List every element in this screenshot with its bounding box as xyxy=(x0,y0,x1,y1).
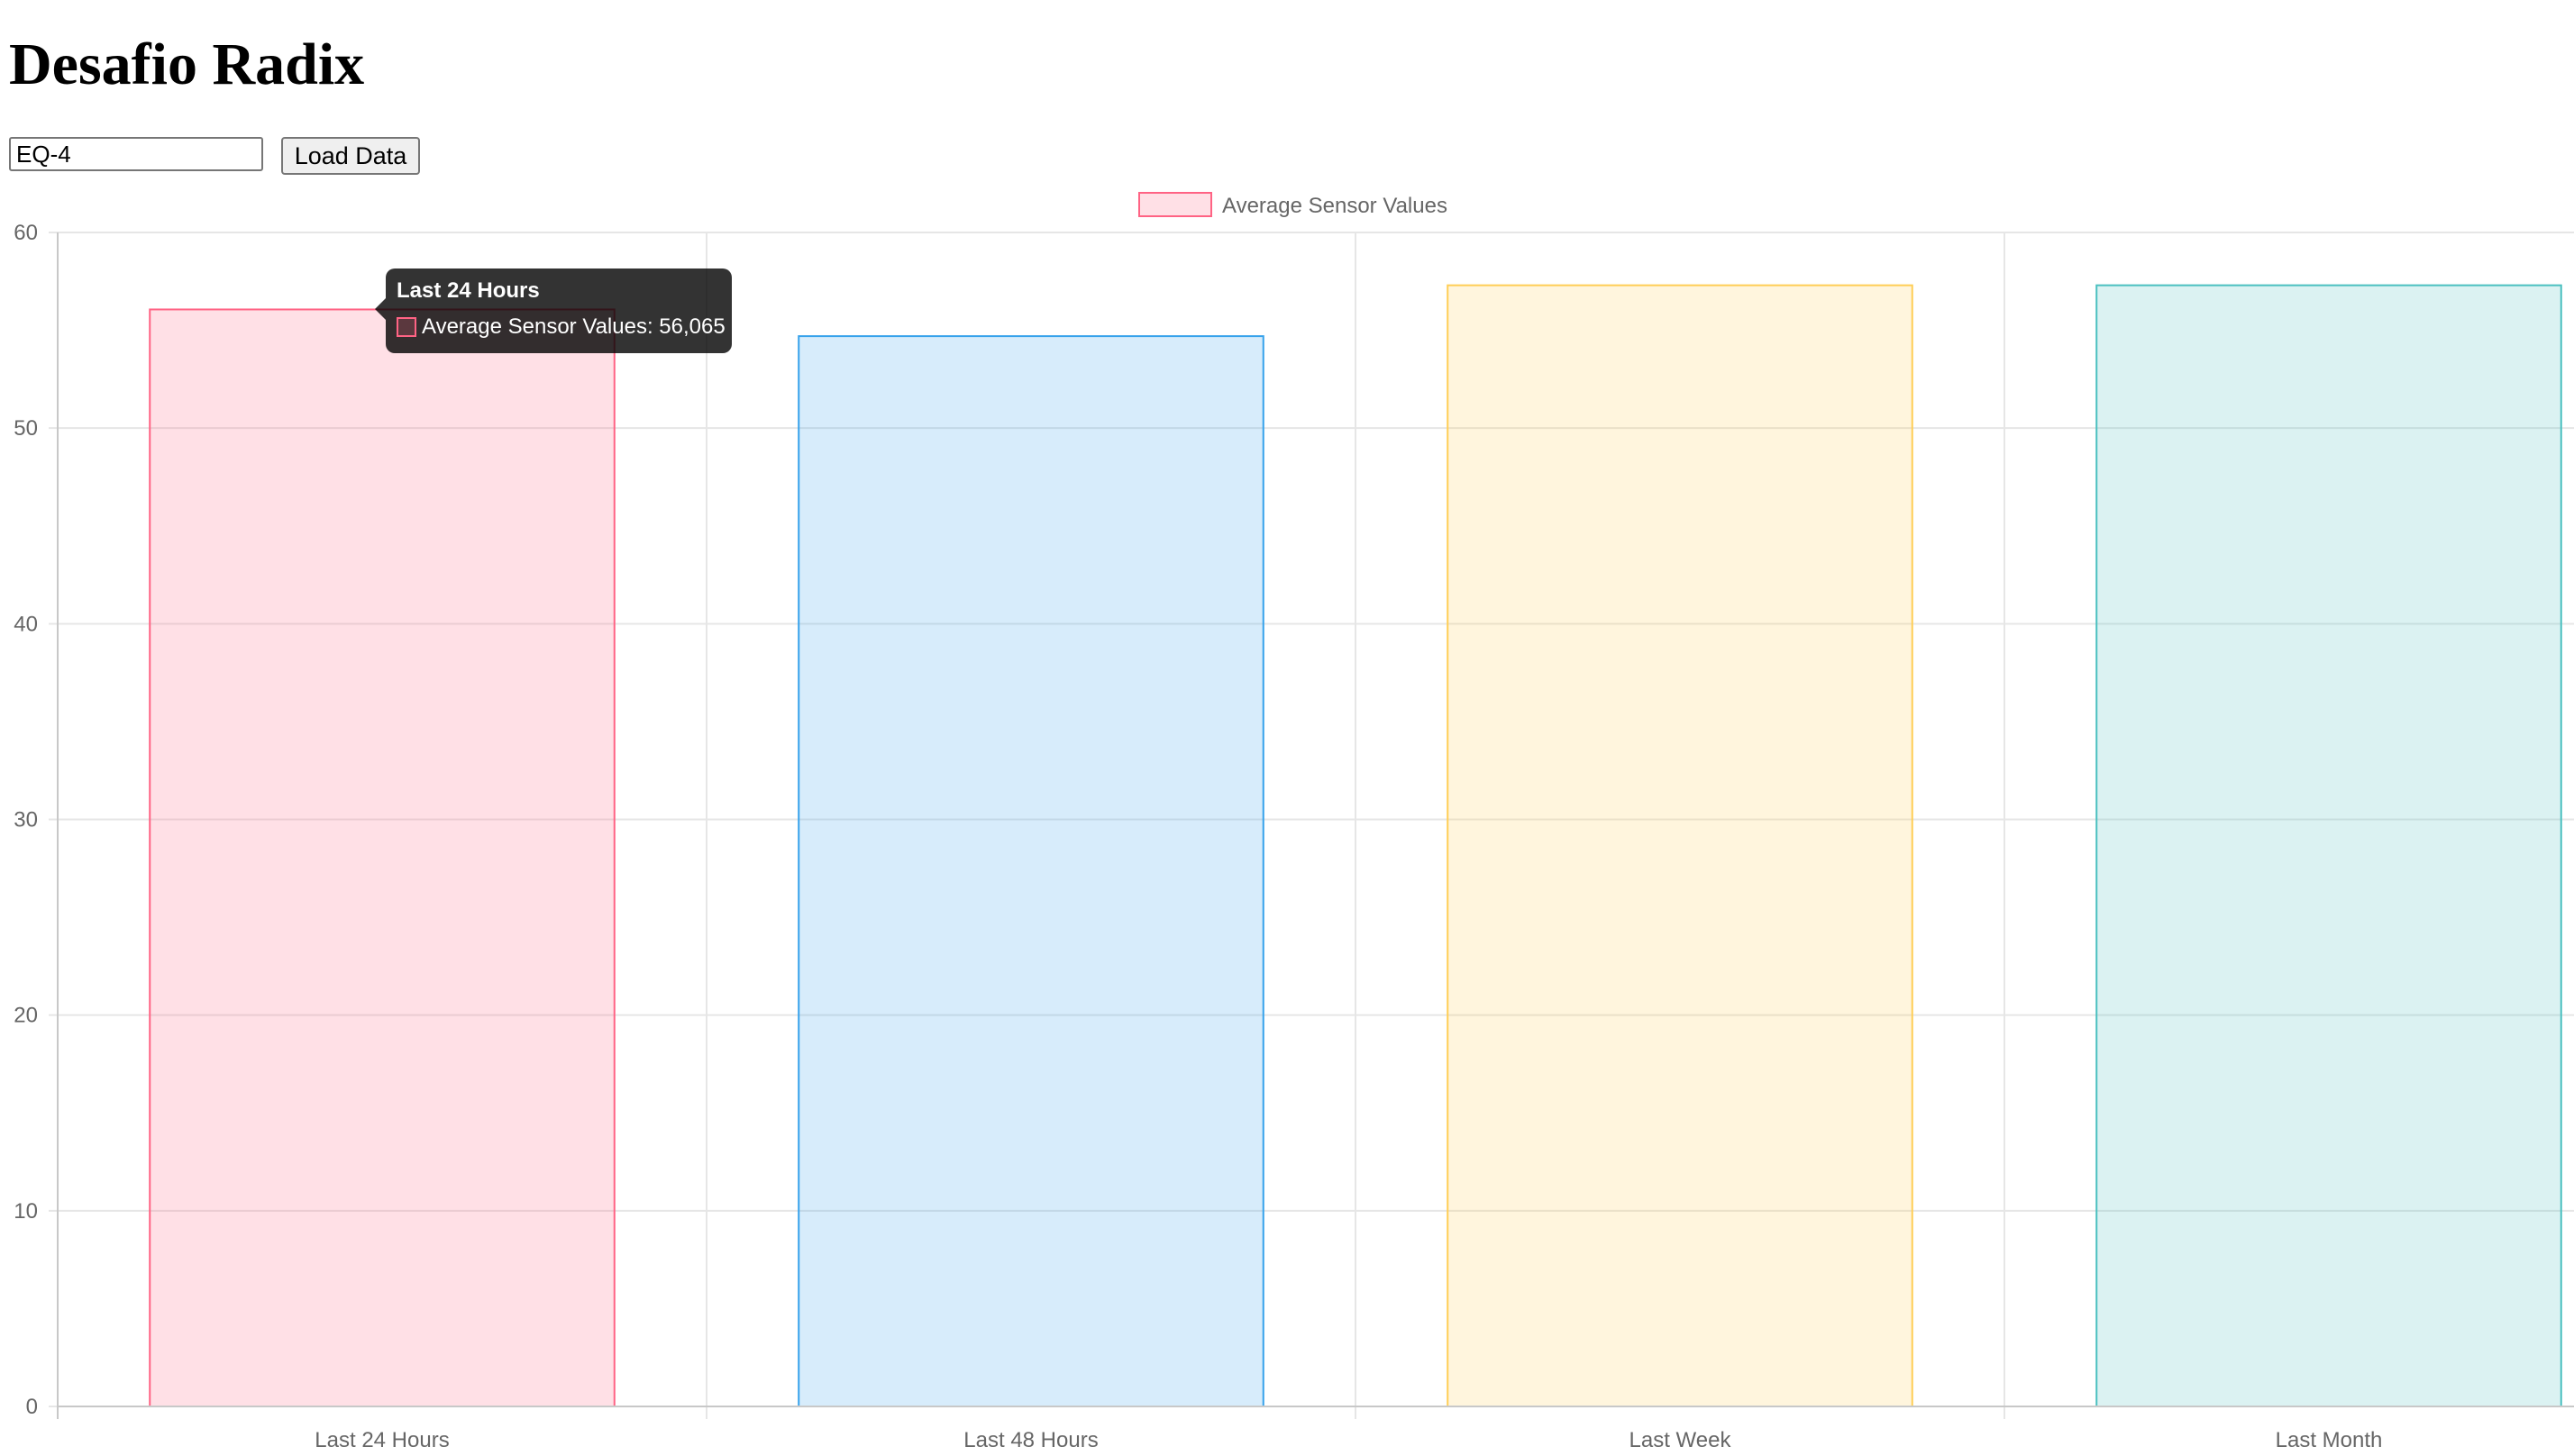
bar-last-48-hours[interactable] xyxy=(798,335,1264,1407)
x-tick-label: Last 24 Hours xyxy=(315,1428,449,1452)
legend-label: Average Sensor Values xyxy=(1222,194,1447,218)
y-tick-label: 40 xyxy=(14,612,38,636)
tooltip-body: Average Sensor Values: 56,065 xyxy=(422,314,726,339)
y-tick-label: 30 xyxy=(14,808,38,833)
bar-tooltip: Last 24 Hours Average Sensor Values: 56,… xyxy=(375,268,732,353)
chart-legend[interactable]: Average Sensor Values xyxy=(1138,192,1447,218)
bar-last-month[interactable] xyxy=(2095,284,2562,1407)
bar-last-24-hours[interactable] xyxy=(149,308,616,1407)
x-tick-label: Last Month xyxy=(2276,1428,2383,1452)
bar-last-week[interactable] xyxy=(1447,284,1913,1407)
y-tick-label: 60 xyxy=(14,221,38,245)
load-data-button[interactable]: Load Data xyxy=(281,137,420,175)
y-tick-label: 20 xyxy=(14,1004,38,1028)
equipment-id-input[interactable] xyxy=(9,137,263,171)
y-tick-label: 10 xyxy=(14,1199,38,1224)
x-tick-label: Last 48 Hours xyxy=(963,1428,1098,1452)
chart-bars xyxy=(149,284,2562,1407)
x-tick-label: Last Week xyxy=(1629,1428,1732,1452)
page-title: Desafio Radix xyxy=(9,32,365,97)
y-tick-label: 50 xyxy=(14,416,38,441)
tooltip-title: Last 24 Hours xyxy=(397,278,540,303)
bar-chart: 0 10 20 30 40 50 60 Last 24 Hours Last 48 Hours L… xyxy=(14,192,2574,1452)
chart-axes: 0 10 20 30 40 50 60 Last 24 Hours Last 48 Hours L… xyxy=(14,221,2574,1452)
y-tick-label: 0 xyxy=(26,1395,38,1419)
legend-swatch xyxy=(1138,192,1212,217)
tooltip-color-swatch xyxy=(397,317,416,337)
